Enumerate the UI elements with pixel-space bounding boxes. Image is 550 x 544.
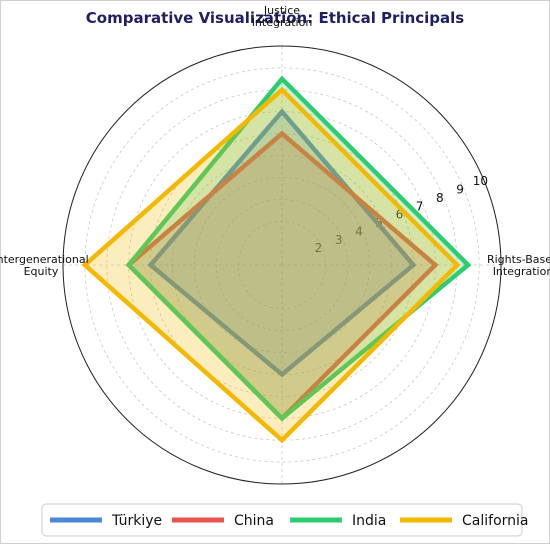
radial-tick-label: 6 xyxy=(396,208,404,222)
radial-tick-label: 8 xyxy=(436,191,444,205)
radial-tick-label: 3 xyxy=(335,233,343,247)
radial-tick-label: 9 xyxy=(456,183,464,197)
radial-tick-label: 2 xyxy=(315,241,323,255)
category-label: Intergenerational Equity xyxy=(0,253,89,278)
radial-tick-label: 7 xyxy=(416,199,424,213)
grid-circle xyxy=(215,198,349,332)
legend-box xyxy=(41,503,523,537)
category-label: Rights-BasedIntegration xyxy=(487,253,550,278)
grid-circle xyxy=(193,176,370,353)
legend-label: China xyxy=(234,513,274,529)
legend-label: Türkiye xyxy=(111,513,162,529)
category-label: Justice Integration xyxy=(252,4,313,29)
radial-tick-label: 10 xyxy=(473,174,488,188)
radial-tick-label: 4 xyxy=(355,224,363,238)
series-group xyxy=(81,75,472,444)
chart-title: Comparative Visualization: Ethical Princ… xyxy=(86,9,465,27)
outer-ring xyxy=(62,45,502,485)
legend: Türkiye China India California xyxy=(41,503,528,537)
legend-label: India xyxy=(352,513,386,529)
legend-label: California xyxy=(462,513,528,529)
